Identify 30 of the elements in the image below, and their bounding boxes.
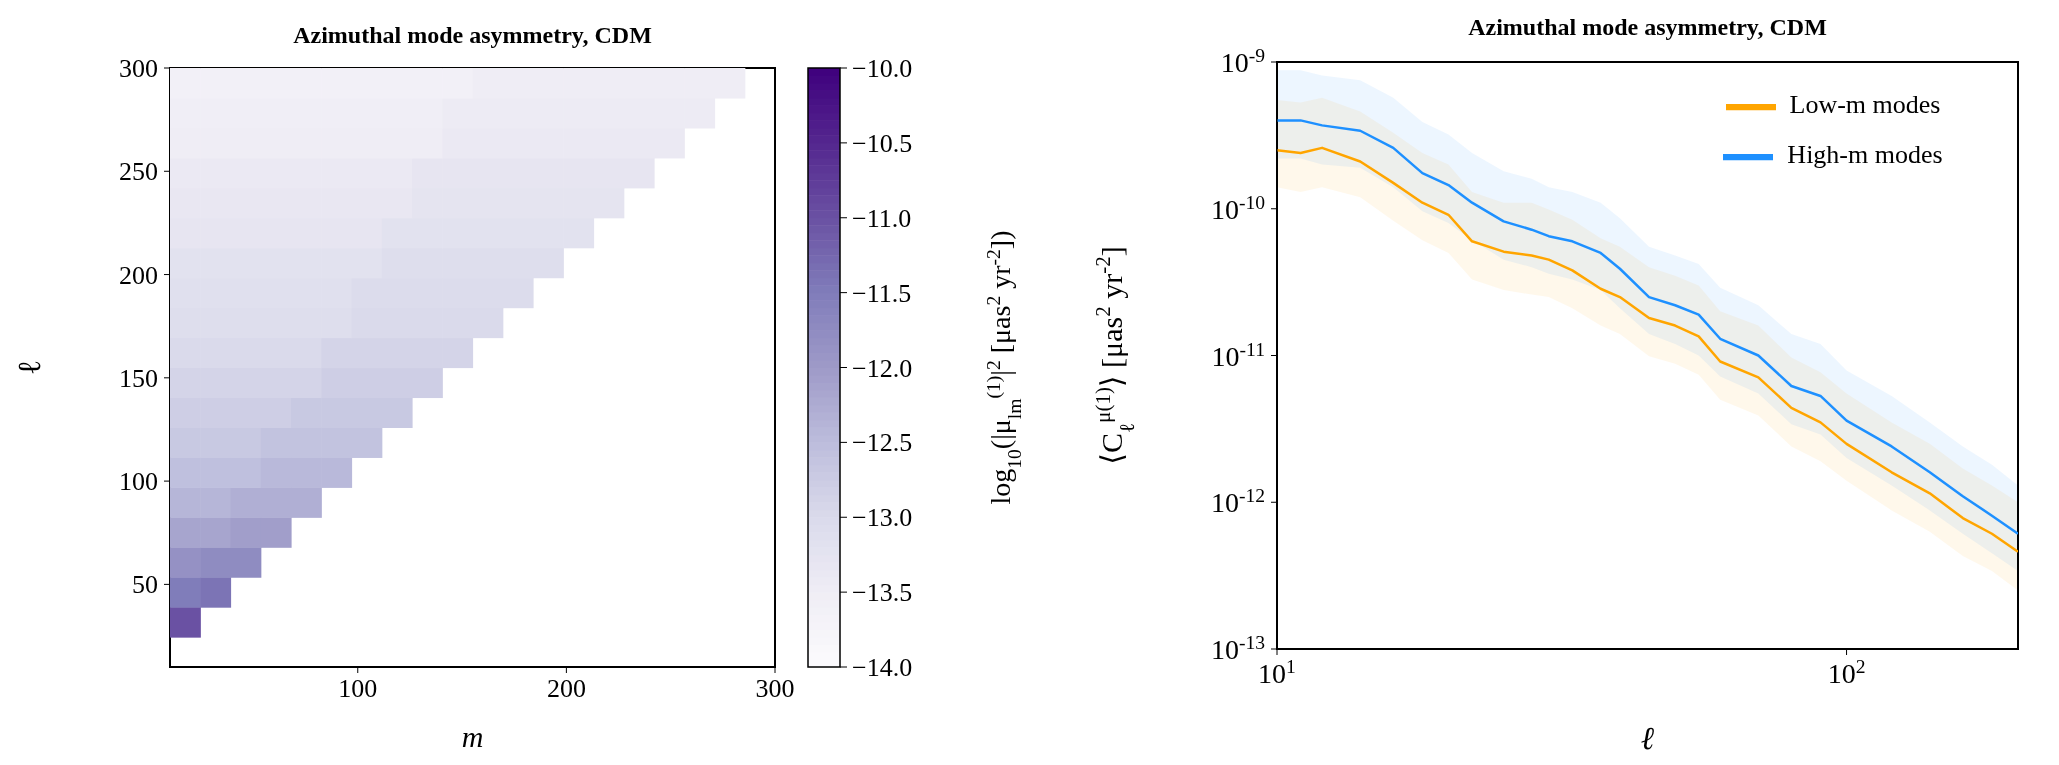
color-bar-label: −11.0 bbox=[852, 203, 912, 233]
y-tick-label: 250 bbox=[119, 157, 158, 187]
y-tick-label: 300 bbox=[119, 54, 158, 83]
color-bar-label: −13.5 bbox=[852, 578, 913, 608]
color-bar-label: −11.5 bbox=[852, 278, 912, 308]
x-tick-label: 10$^{2}$ bbox=[1827, 655, 1866, 689]
color-bar-label: −12.0 bbox=[852, 353, 913, 383]
y-tick-label: 100 bbox=[119, 467, 158, 497]
y-tick-label: 50 bbox=[132, 570, 158, 600]
x-tick-label: 300 bbox=[755, 674, 795, 703]
color-bar-label: −12.5 bbox=[852, 428, 913, 458]
legend-label: High-m modes bbox=[1787, 139, 1943, 169]
x-axis-title: m bbox=[461, 720, 484, 753]
color-bar-label: −13.0 bbox=[852, 503, 913, 533]
y-tick-label: 10$^{-9}$ bbox=[1220, 44, 1265, 78]
x-tick-label: 100 bbox=[338, 674, 378, 703]
y-tick-label: 10$^{-11}$ bbox=[1211, 338, 1265, 372]
chart-title: Azimuthal mode asymmetry, CDM bbox=[1467, 14, 1828, 41]
y-axis-title: ℓ bbox=[11, 359, 47, 376]
chart-title: Azimuthal mode asymmetry, CDM bbox=[292, 22, 653, 49]
legend-label: Low-m modes bbox=[1789, 89, 1941, 119]
y-tick-label: 10$^{-10}$ bbox=[1210, 191, 1266, 225]
y-tick-label: 10$^{-12}$ bbox=[1210, 484, 1265, 519]
x-tick-label: 200 bbox=[546, 674, 586, 703]
y-tick-label: 200 bbox=[119, 260, 158, 290]
color-bar-label: −10.0 bbox=[852, 54, 913, 83]
y-tick-label: 150 bbox=[119, 363, 158, 393]
color-bar-label: −14.0 bbox=[852, 653, 913, 682]
color-bar-label: −10.5 bbox=[852, 128, 913, 158]
x-axis-title: ℓ bbox=[1640, 720, 1655, 756]
